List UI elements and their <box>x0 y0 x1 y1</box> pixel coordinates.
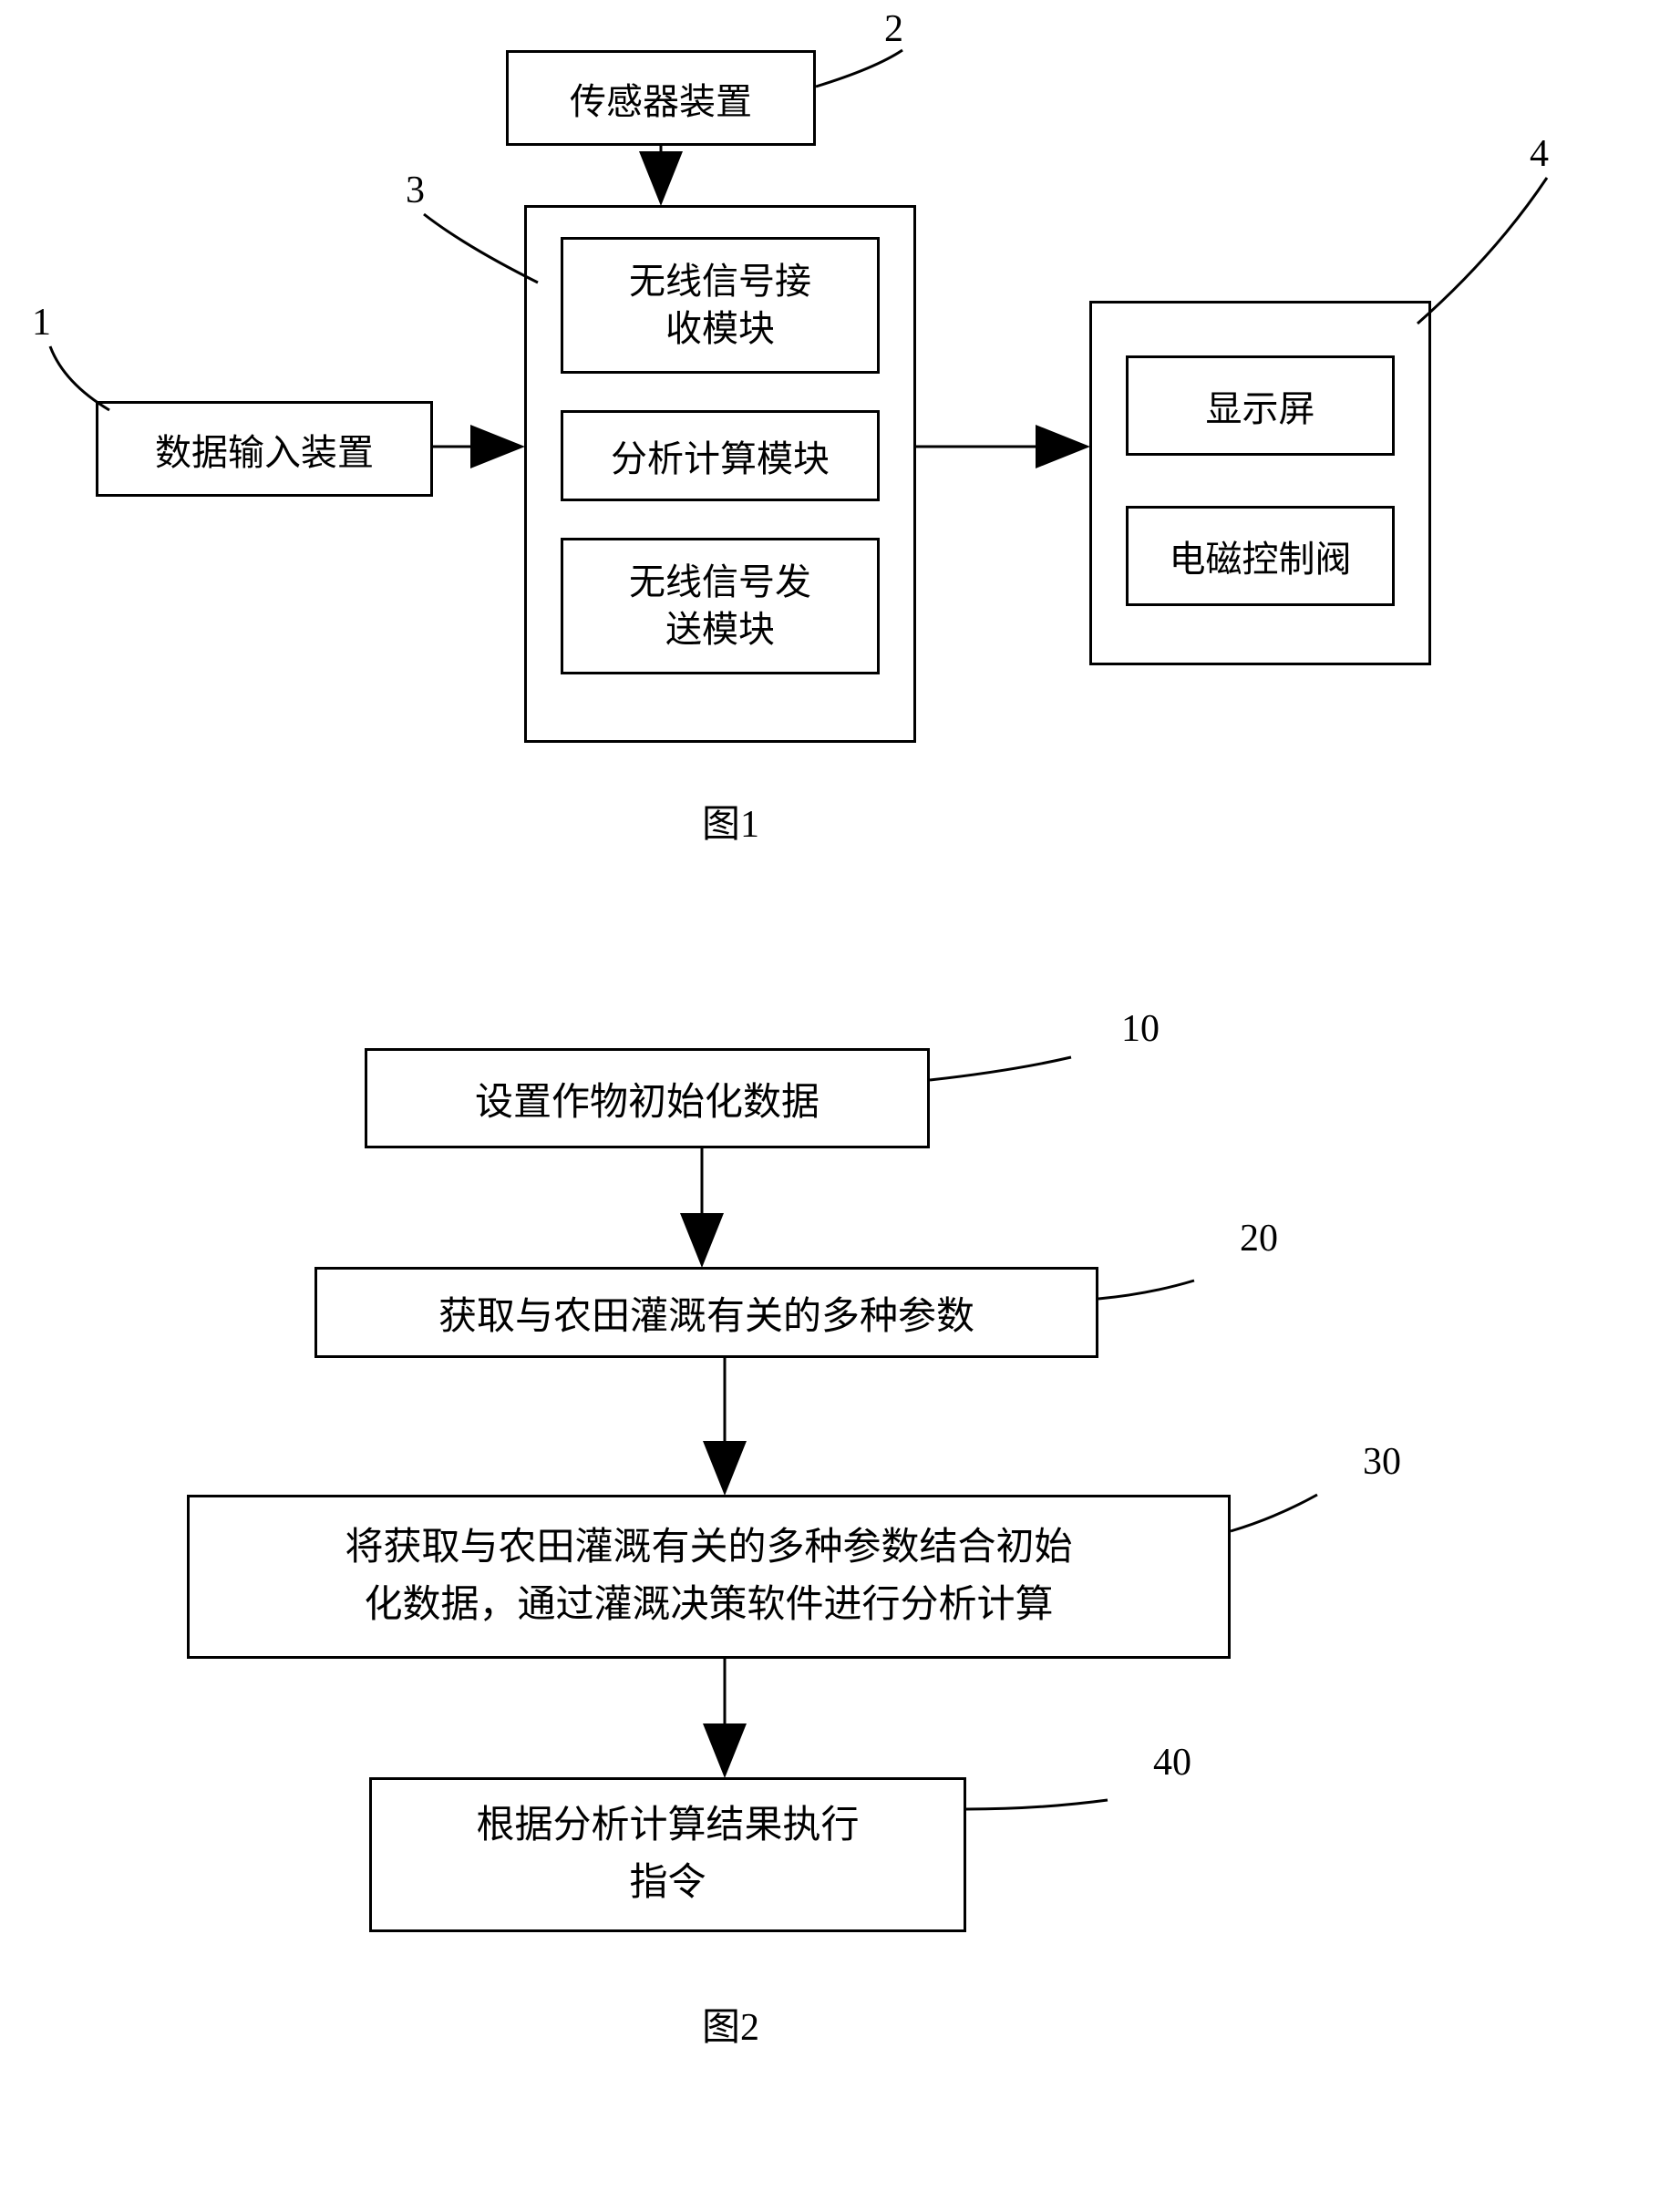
figure2-caption: 图2 <box>702 1996 759 2052</box>
leader-40 <box>0 0 1670 2212</box>
leader-40-num: 40 <box>1153 1741 1191 1785</box>
